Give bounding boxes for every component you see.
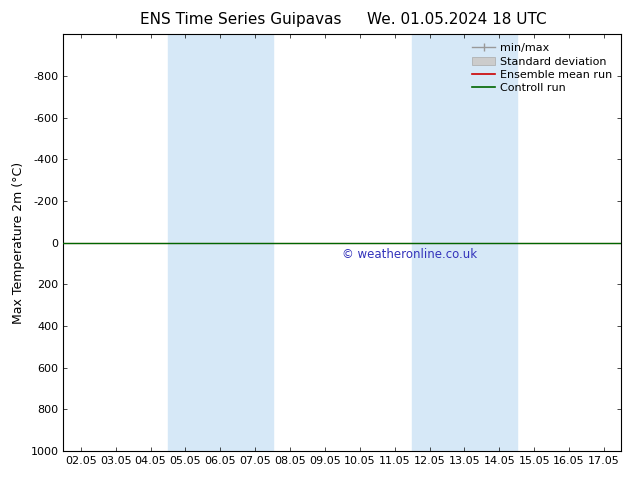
Text: © weatheronline.co.uk: © weatheronline.co.uk xyxy=(342,248,477,261)
Bar xyxy=(168,34,273,451)
Y-axis label: Max Temperature 2m (°C): Max Temperature 2m (°C) xyxy=(12,162,25,323)
Text: ENS Time Series Guipavas: ENS Time Series Guipavas xyxy=(140,12,342,27)
Legend: min/max, Standard deviation, Ensemble mean run, Controll run: min/max, Standard deviation, Ensemble me… xyxy=(469,40,616,97)
Text: We. 01.05.2024 18 UTC: We. 01.05.2024 18 UTC xyxy=(366,12,547,27)
Bar xyxy=(412,34,517,451)
